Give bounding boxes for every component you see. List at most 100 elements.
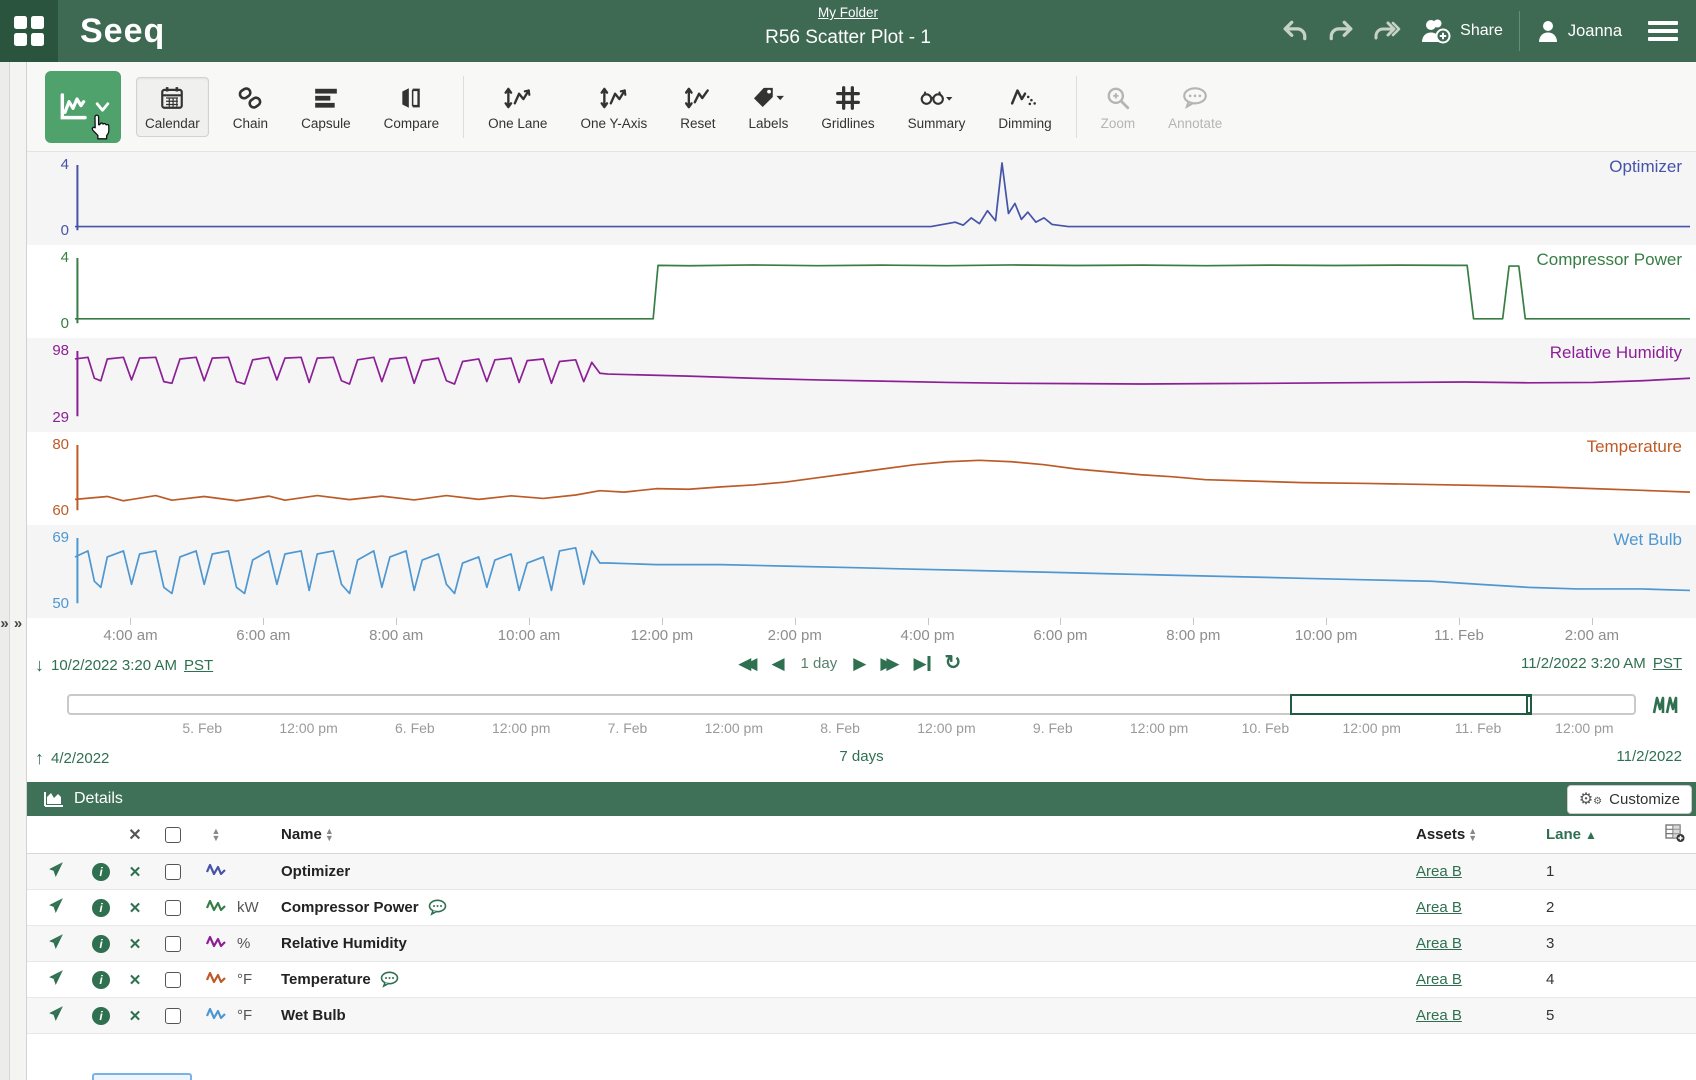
- step-back-half-icon[interactable]: ◀◀: [738, 655, 757, 672]
- undo-icon[interactable]: [1280, 18, 1310, 44]
- overview-duration[interactable]: 7 days: [839, 748, 883, 765]
- trend-chart[interactable]: 40Optimizer40Compressor Power9829Relativ…: [27, 152, 1696, 618]
- x-tick-label: 6:00 am: [236, 627, 290, 644]
- full-trend-icon[interactable]: [1652, 693, 1678, 717]
- toolbar-chain-button[interactable]: Chain: [224, 77, 277, 137]
- select-all-checkbox[interactable]: [165, 827, 181, 843]
- toolbar-zoom-button[interactable]: Zoom: [1092, 77, 1145, 137]
- redo-all-icon[interactable]: [1372, 18, 1402, 44]
- step-back-icon[interactable]: ◀: [771, 655, 784, 672]
- asset-link[interactable]: Area B: [1416, 863, 1462, 880]
- sort-assets-icon[interactable]: ▲▼: [1468, 828, 1477, 843]
- toolbar-annotate-button[interactable]: Annotate: [1159, 77, 1231, 137]
- hamburger-menu-icon[interactable]: [1648, 17, 1678, 45]
- lane-temperature: 8060Temperature: [27, 432, 1696, 525]
- asset-link[interactable]: Area B: [1416, 935, 1462, 952]
- toolbar-one-lane-button[interactable]: One Lane: [479, 77, 556, 137]
- lane-wet-bulb: 6950Wet Bulb: [27, 525, 1696, 618]
- toolbar-zoom-label: Zoom: [1101, 116, 1136, 131]
- table-row-temperature[interactable]: i✕°FTemperatureArea B4: [27, 962, 1696, 998]
- share-button[interactable]: Share: [1418, 18, 1503, 44]
- bottom-panel-peek[interactable]: [92, 1073, 192, 1080]
- overview-tick-label: 12:00 pm: [492, 720, 550, 736]
- sort-lane-asc-icon[interactable]: ▲: [1585, 828, 1597, 842]
- overview-end-date[interactable]: 11/2/2022: [1616, 748, 1682, 765]
- toolbar-capsule-button[interactable]: Capsule: [292, 77, 360, 137]
- rocket-icon[interactable]: [27, 861, 83, 882]
- info-icon[interactable]: i: [92, 935, 110, 953]
- remove-all-icon[interactable]: ✕: [119, 825, 151, 845]
- comment-bubble-icon[interactable]: [380, 971, 399, 988]
- row-checkbox[interactable]: [165, 864, 181, 880]
- step-to-end-icon[interactable]: ▶: [913, 655, 930, 672]
- auto-update-icon[interactable]: ↻: [945, 653, 962, 673]
- remove-icon[interactable]: ✕: [119, 899, 151, 917]
- overview-start-date[interactable]: 4/2/2022: [51, 750, 109, 767]
- table-row-optimizer[interactable]: i✕OptimizerArea B1: [27, 854, 1696, 890]
- table-row-wet-bulb[interactable]: i✕°FWet BulbArea B5: [27, 998, 1696, 1034]
- row-name: Relative Humidity: [281, 935, 407, 952]
- sort-name-icon[interactable]: ▲▼: [325, 828, 334, 843]
- step-duration[interactable]: 1 day: [799, 655, 840, 672]
- overview-range-handle[interactable]: [1526, 694, 1532, 715]
- asset-link[interactable]: Area B: [1416, 971, 1462, 988]
- row-checkbox[interactable]: [165, 936, 181, 952]
- info-icon[interactable]: i: [92, 1007, 110, 1025]
- user-menu[interactable]: Joanna: [1536, 19, 1622, 43]
- range-start-datetime[interactable]: 10/2/2022 3:20 AM: [51, 657, 177, 674]
- step-forward-icon[interactable]: ▶: [853, 655, 866, 672]
- remove-icon[interactable]: ✕: [119, 1007, 151, 1025]
- share-label: Share: [1460, 22, 1503, 40]
- toolbar-dimming-button[interactable]: Dimming: [989, 77, 1060, 137]
- view-mode-dropdown-button[interactable]: [45, 71, 121, 143]
- rocket-icon[interactable]: [27, 1005, 83, 1026]
- toolbar-one-lane-label: One Lane: [488, 116, 547, 131]
- toolbar-calendar-button[interactable]: Calendar: [136, 77, 209, 137]
- x-tick-label: 10:00 am: [498, 627, 561, 644]
- sort-type-icon[interactable]: ▲▼: [212, 828, 221, 843]
- info-icon[interactable]: i: [92, 971, 110, 989]
- toolbar-gridlines-button[interactable]: Gridlines: [812, 77, 883, 137]
- app-header: Seeq My Folder R56 Scatter Plot - 1: [0, 0, 1696, 62]
- rocket-icon[interactable]: [27, 933, 83, 954]
- remove-icon[interactable]: ✕: [119, 971, 151, 989]
- toolbar-labels-button[interactable]: Labels: [740, 77, 798, 137]
- range-start-timezone[interactable]: PST: [184, 657, 213, 674]
- overview-axis-labels: 5. Feb12:00 pm6. Feb12:00 pm7. Feb12:00 …: [27, 720, 1696, 744]
- y-axis-max-wet-bulb: 69: [29, 529, 69, 546]
- comment-bubble-icon[interactable]: [428, 899, 447, 916]
- x-tick: [130, 618, 131, 625]
- expand-panel-chevron-outer[interactable]: »: [0, 615, 9, 632]
- range-end-timezone[interactable]: PST: [1653, 655, 1682, 672]
- toolbar-reset-button[interactable]: Reset: [671, 77, 724, 137]
- row-checkbox[interactable]: [165, 900, 181, 916]
- table-row-compressor-power[interactable]: i✕kWCompressor PowerArea B2: [27, 890, 1696, 926]
- gridlines-icon: [835, 83, 861, 113]
- range-end-datetime[interactable]: 11/2/2022 3:20 AM: [1521, 655, 1646, 672]
- row-checkbox[interactable]: [165, 972, 181, 988]
- rocket-icon[interactable]: [27, 969, 83, 990]
- apps-grid-button[interactable]: [0, 0, 58, 62]
- info-icon[interactable]: i: [92, 899, 110, 917]
- redo-icon[interactable]: [1326, 18, 1356, 44]
- x-tick: [1459, 618, 1460, 625]
- asset-link[interactable]: Area B: [1416, 1007, 1462, 1024]
- customize-button[interactable]: ⚙⚙ Customize: [1567, 785, 1692, 814]
- expand-panel-chevron-inner[interactable]: »: [10, 615, 26, 632]
- toolbar-one-y-axis-button[interactable]: One Y-Axis: [571, 77, 656, 137]
- toolbar-summary-button[interactable]: Summary: [899, 77, 975, 137]
- info-icon[interactable]: i: [92, 863, 110, 881]
- remove-icon[interactable]: ✕: [119, 863, 151, 881]
- step-forward-half-icon[interactable]: ▶▶: [880, 655, 899, 672]
- overview-track[interactable]: [67, 694, 1636, 715]
- add-column-icon[interactable]: [1664, 823, 1696, 847]
- breadcrumb-my-folder[interactable]: My Folder: [818, 5, 878, 20]
- remove-icon[interactable]: ✕: [119, 935, 151, 953]
- rocket-icon[interactable]: [27, 897, 83, 918]
- toolbar-compare-button[interactable]: Compare: [375, 77, 449, 137]
- table-row-relative-humidity[interactable]: i✕%Relative HumidityArea B3: [27, 926, 1696, 962]
- asset-link[interactable]: Area B: [1416, 899, 1462, 916]
- row-checkbox[interactable]: [165, 1008, 181, 1024]
- toolbar-dimming-label: Dimming: [998, 116, 1051, 131]
- overview-selected-range[interactable]: [1290, 694, 1533, 715]
